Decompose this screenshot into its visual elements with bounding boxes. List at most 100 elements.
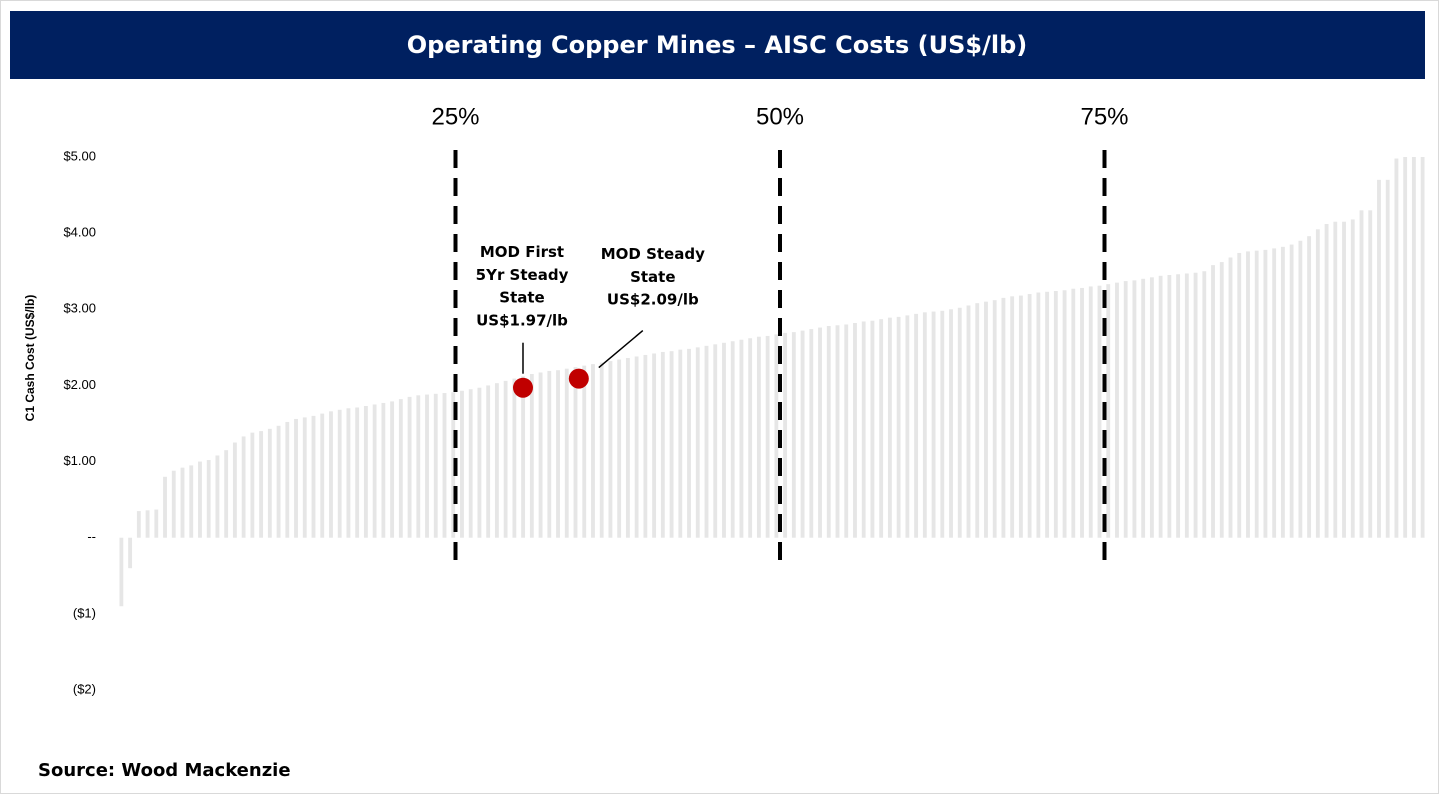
quartile-label: 50% [756, 103, 804, 130]
bar [914, 313, 919, 538]
bar [1141, 278, 1146, 538]
bar [494, 383, 499, 538]
bar [1123, 281, 1128, 538]
bar [232, 442, 237, 538]
bar [119, 537, 124, 607]
bar [206, 460, 211, 538]
bar [250, 432, 255, 538]
bar [486, 385, 491, 538]
y-tick-label: ($1) [73, 605, 96, 620]
bar [512, 378, 517, 538]
bar [320, 413, 325, 538]
bar [879, 319, 884, 538]
bar [468, 389, 473, 538]
bar [1333, 221, 1338, 538]
bar [949, 309, 953, 538]
bar [337, 409, 342, 538]
bar [1018, 295, 1023, 538]
y-tick-label: $4.00 [63, 225, 96, 240]
bar [529, 374, 534, 538]
bar [1062, 290, 1067, 538]
bar [966, 305, 971, 538]
bar [1298, 240, 1303, 538]
bar [180, 467, 185, 538]
bar [704, 345, 709, 538]
bar [363, 405, 368, 538]
cost-point [568, 368, 589, 389]
chart-title: Operating Copper Mines – AISC Costs (US$… [407, 31, 1027, 59]
bar [145, 510, 150, 538]
y-tick-label: $5.00 [63, 148, 96, 163]
bar [1088, 286, 1093, 538]
bar [154, 509, 159, 538]
bar [1184, 273, 1189, 538]
bar [416, 395, 421, 538]
bar [1010, 296, 1015, 538]
bar [215, 455, 220, 538]
bar [1272, 248, 1277, 538]
bar [739, 339, 744, 538]
y-tick-label: $1.00 [63, 453, 96, 468]
bar [748, 338, 753, 538]
bar [460, 390, 464, 538]
bar [826, 326, 831, 538]
bar [643, 354, 648, 538]
bar [294, 418, 298, 538]
annotation: State [630, 268, 675, 286]
bar [765, 335, 770, 538]
y-axis-label: C1 Cash Cost (US$/lb) [23, 295, 37, 422]
bar [1420, 157, 1425, 538]
bar [625, 358, 630, 538]
bar [1315, 229, 1320, 538]
bar [800, 330, 805, 538]
bar [241, 436, 246, 538]
y-tick-label: $3.00 [63, 301, 96, 316]
bar [591, 364, 595, 538]
bar [1001, 297, 1006, 538]
bar [407, 396, 412, 538]
bar [451, 392, 456, 538]
bar [1115, 282, 1119, 538]
bar [870, 320, 875, 538]
bar [608, 361, 613, 538]
annotation: MOD First [480, 243, 564, 261]
bar [957, 307, 962, 538]
bar [1289, 244, 1294, 538]
bar [669, 351, 674, 538]
bar [573, 367, 578, 538]
bar [774, 334, 779, 538]
bar [652, 353, 657, 538]
bar [556, 370, 560, 538]
bar [695, 347, 700, 538]
bar [599, 362, 604, 538]
bar [1394, 158, 1399, 538]
bar [835, 325, 840, 538]
bar [984, 301, 988, 538]
bar [189, 465, 194, 538]
bar [1149, 277, 1154, 538]
bar [267, 428, 272, 538]
annotation: US$1.97/lb [476, 311, 568, 329]
bar [1071, 288, 1076, 538]
bar [136, 511, 141, 538]
bar [1324, 224, 1329, 538]
bar [922, 312, 927, 538]
bar [538, 372, 543, 538]
bar [809, 329, 814, 538]
bar [302, 417, 307, 538]
bar [1027, 294, 1032, 538]
bar [582, 365, 587, 538]
bar [311, 415, 316, 538]
bar [818, 327, 822, 538]
bar [1080, 287, 1084, 538]
bar [503, 380, 508, 538]
bar [381, 402, 386, 538]
bar [1411, 157, 1416, 538]
bar [1202, 271, 1207, 538]
bar [1053, 291, 1058, 538]
bar [1097, 285, 1102, 538]
bar [730, 341, 735, 538]
bar [931, 311, 936, 538]
